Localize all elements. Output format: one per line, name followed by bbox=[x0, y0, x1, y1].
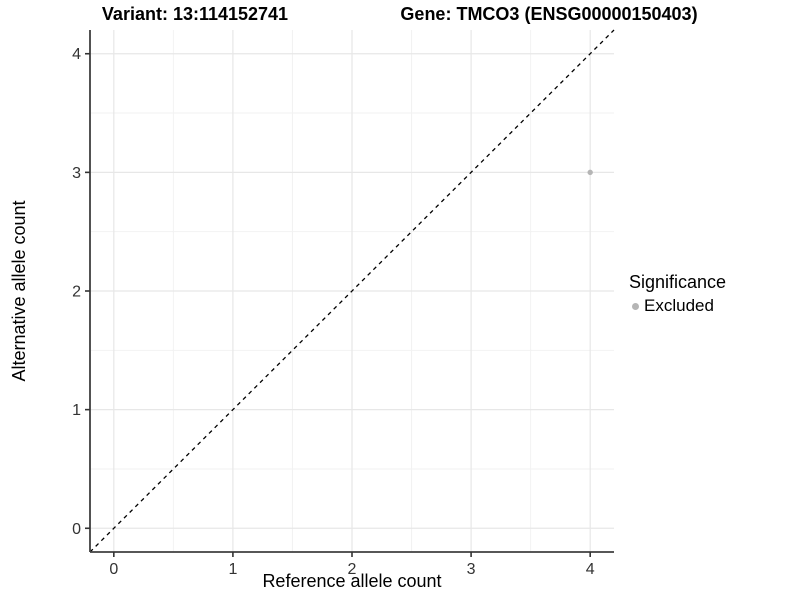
identity-dashed-line bbox=[89, 29, 615, 553]
y-tick-label: 1 bbox=[72, 402, 81, 419]
legend-item-excluded: Excluded bbox=[632, 296, 726, 316]
variant-title: Variant: 13:114152741 bbox=[101, 4, 289, 24]
gene-title: Gene: TMCO3 (ENSG00000150403) bbox=[400, 4, 698, 24]
y-tick-label: 2 bbox=[72, 284, 81, 301]
y-tick-label: 0 bbox=[72, 521, 81, 538]
y-tick-label: 3 bbox=[72, 165, 81, 182]
x-tick-label: 1 bbox=[228, 561, 237, 578]
legend-title: Significance bbox=[629, 272, 727, 292]
legend-item-label: Excluded bbox=[644, 296, 714, 315]
excluded-point-icon bbox=[632, 302, 639, 310]
x-tick-label: 3 bbox=[467, 561, 476, 578]
x-axis-title: Reference allele count bbox=[262, 571, 442, 591]
y-tick-label: 4 bbox=[72, 46, 81, 63]
legend: Significance Excluded bbox=[629, 272, 726, 316]
y-axis-title: Alternative allele count bbox=[9, 200, 29, 382]
x-tick-label: 4 bbox=[586, 561, 595, 578]
x-tick-label: 2 bbox=[348, 561, 357, 578]
x-tick-label: 0 bbox=[109, 561, 118, 578]
data-point bbox=[587, 169, 593, 176]
